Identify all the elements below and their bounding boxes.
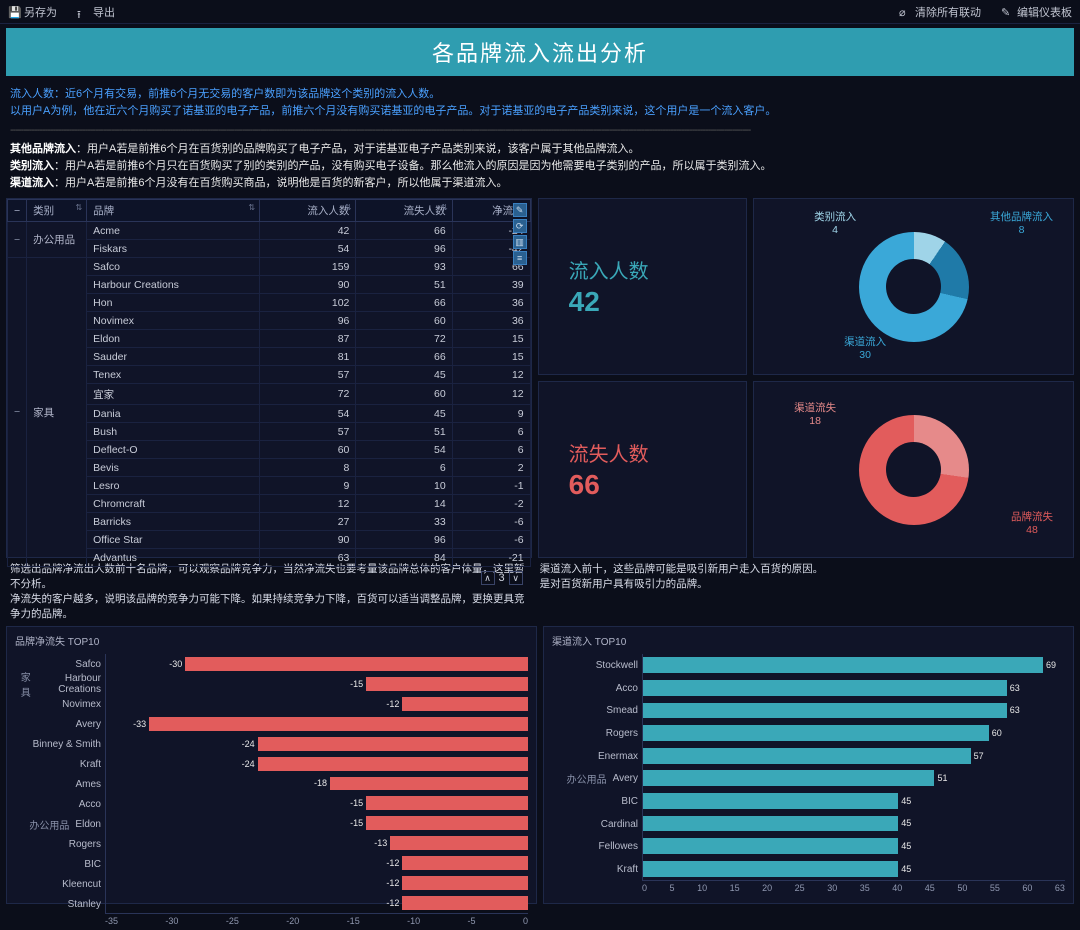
table-row[interactable]: Office Star9096-6 — [8, 531, 531, 549]
outflow-label: 流失人数 — [569, 438, 649, 467]
table-row[interactable]: Sauder816615 — [8, 348, 531, 366]
table-row[interactable]: Barricks2733-6 — [8, 513, 531, 531]
outflow-donut-card: 渠道流失18 品牌流失48 — [753, 381, 1074, 558]
table-row[interactable]: 宜家726012 — [8, 384, 531, 405]
table-row[interactable]: Deflect-O60546 — [8, 441, 531, 459]
topbar: 💾另存为 ⭱导出 ⌀清除所有联动 ✎编辑仪表板 — [0, 0, 1080, 24]
pager-next-button[interactable]: ∨ — [509, 571, 523, 585]
export-button[interactable]: ⭱导出 — [77, 4, 115, 20]
table-row[interactable]: Bush57516 — [8, 423, 531, 441]
save-as-button[interactable]: 💾另存为 — [8, 4, 57, 20]
table-row[interactable]: Lesro910-1 — [8, 477, 531, 495]
edit-dashboard-button[interactable]: ✎编辑仪表板 — [1001, 4, 1072, 20]
brand-table: −类别⇅品牌⇅流入人数⇅流失人数⇅净流入⇅ −办公用品Acme4266-24Fi… — [7, 199, 531, 567]
inflow-value: 42 — [569, 286, 600, 318]
table-side-toolbar: ✎ ⟳ ▥ ≡ — [513, 203, 527, 265]
table-pager: ∧ 3 ∨ — [7, 567, 531, 589]
table-row[interactable]: Eldon877215 — [8, 330, 531, 348]
table-row[interactable]: Dania54459 — [8, 405, 531, 423]
table-row[interactable]: −办公用品Acme4266-24 — [8, 222, 531, 240]
table-row[interactable]: Fiskars5496-42 — [8, 240, 531, 258]
desc-line-1: 流入人数：近6个月有交易，前推6个月无交易的客户数即为该品牌这个类别的流入人数。 — [10, 86, 1070, 103]
data-table-panel: ✎ ⟳ ▥ ≡ −类别⇅品牌⇅流入人数⇅流失人数⇅净流入⇅ −办公用品Acme4… — [6, 198, 532, 558]
unlink-icon: ⌀ — [899, 6, 911, 18]
inflow-label: 流入人数 — [569, 255, 649, 284]
description-block: 流入人数：近6个月有交易，前推6个月无交易的客户数即为该品牌这个类别的流入人数。… — [0, 80, 1080, 198]
inflow-donut-chart[interactable] — [859, 232, 969, 342]
donut1-label-channel: 渠道流入30 — [844, 336, 886, 362]
outflow-donut-chart[interactable] — [859, 415, 969, 525]
table-row[interactable]: Bevis862 — [8, 459, 531, 477]
page-title: 各品牌流入流出分析 — [6, 28, 1074, 76]
desc-line-4: 类别流入：用户A若是前推6个月只在百货购买了别的类别的产品，没有购买电子设备。那… — [10, 158, 1070, 175]
pager-page-number: 3 — [499, 572, 505, 584]
donut2-label-brand: 品牌流失48 — [1011, 511, 1053, 537]
desc-line-3: 其他品牌流入：用户A若是前推6个月在百货别的品牌购买了电子产品，对于诺基亚电子产… — [10, 141, 1070, 158]
table-row[interactable]: Tenex574512 — [8, 366, 531, 384]
outflow-value: 66 — [569, 469, 600, 501]
col-header[interactable]: 类别⇅ — [27, 200, 87, 222]
col-header[interactable]: 品牌⇅ — [87, 200, 260, 222]
desc-line-2: 以用户A为例，他在近六个月购买了诺基亚的电子产品，前推六个月没有购买诺基亚的电子… — [10, 103, 1070, 120]
bar-right-title: 渠道流入 TOP10 — [552, 633, 1065, 648]
note-right: 渠道流入前十，这些品牌可能是吸引新用户走入百货的原因。是对百货新用户具有吸引力的… — [540, 562, 1070, 622]
pager-prev-button[interactable]: ∧ — [481, 571, 495, 585]
table-row[interactable]: Hon1026636 — [8, 294, 531, 312]
table-row[interactable]: Chromcraft1214-2 — [8, 495, 531, 513]
donut2-label-channel: 渠道流失18 — [794, 402, 836, 428]
col-header[interactable]: 流失人数⇅ — [356, 200, 452, 222]
export-icon: ⭱ — [77, 6, 89, 18]
tool-filter-icon[interactable]: ≡ — [513, 251, 527, 265]
bar-chart-left: 品牌净流失 TOP10 Safco家具Harbour CreationsNovi… — [6, 626, 537, 904]
table-row[interactable]: Harbour Creations905139 — [8, 276, 531, 294]
table-row[interactable]: −家具Safco1599366 — [8, 258, 531, 276]
bar-right-plot[interactable]: 69636360575145454545 — [642, 654, 1065, 881]
desc-line-5: 渠道流入：用户A若是前推6个月没有在百货购买商品，说明他是百货的新客户，所以他属… — [10, 175, 1070, 192]
inflow-kpi-card: 流入人数 42 — [538, 198, 747, 375]
clear-link-button[interactable]: ⌀清除所有联动 — [899, 4, 981, 20]
inflow-donut-card: 类别流入4 其他品牌流入8 渠道流入30 — [753, 198, 1074, 375]
bar-left-plot[interactable]: -30-15-12-33-24-24-18-15-15-13-12-12-12 — [105, 654, 528, 914]
bar-left-title: 品牌净流失 TOP10 — [15, 633, 528, 648]
outflow-kpi-card: 流失人数 66 — [538, 381, 747, 558]
bar-chart-right: 渠道流入 TOP10 StockwellAccoSmeadRogersEnerm… — [543, 626, 1074, 904]
table-row[interactable]: Advantus6384-21 — [8, 549, 531, 567]
desc-separator: ----------------------------------------… — [10, 122, 1070, 139]
donut1-label-category: 类别流入4 — [814, 211, 856, 237]
table-row[interactable]: Novimex966036 — [8, 312, 531, 330]
tool-refresh-icon[interactable]: ⟳ — [513, 219, 527, 233]
tool-edit-icon[interactable]: ✎ — [513, 203, 527, 217]
save-icon: 💾 — [8, 6, 20, 18]
donut1-label-brand: 其他品牌流入8 — [990, 211, 1053, 237]
edit-icon: ✎ — [1001, 6, 1013, 18]
tool-chart-icon[interactable]: ▥ — [513, 235, 527, 249]
col-header[interactable]: 流入人数⇅ — [260, 200, 356, 222]
